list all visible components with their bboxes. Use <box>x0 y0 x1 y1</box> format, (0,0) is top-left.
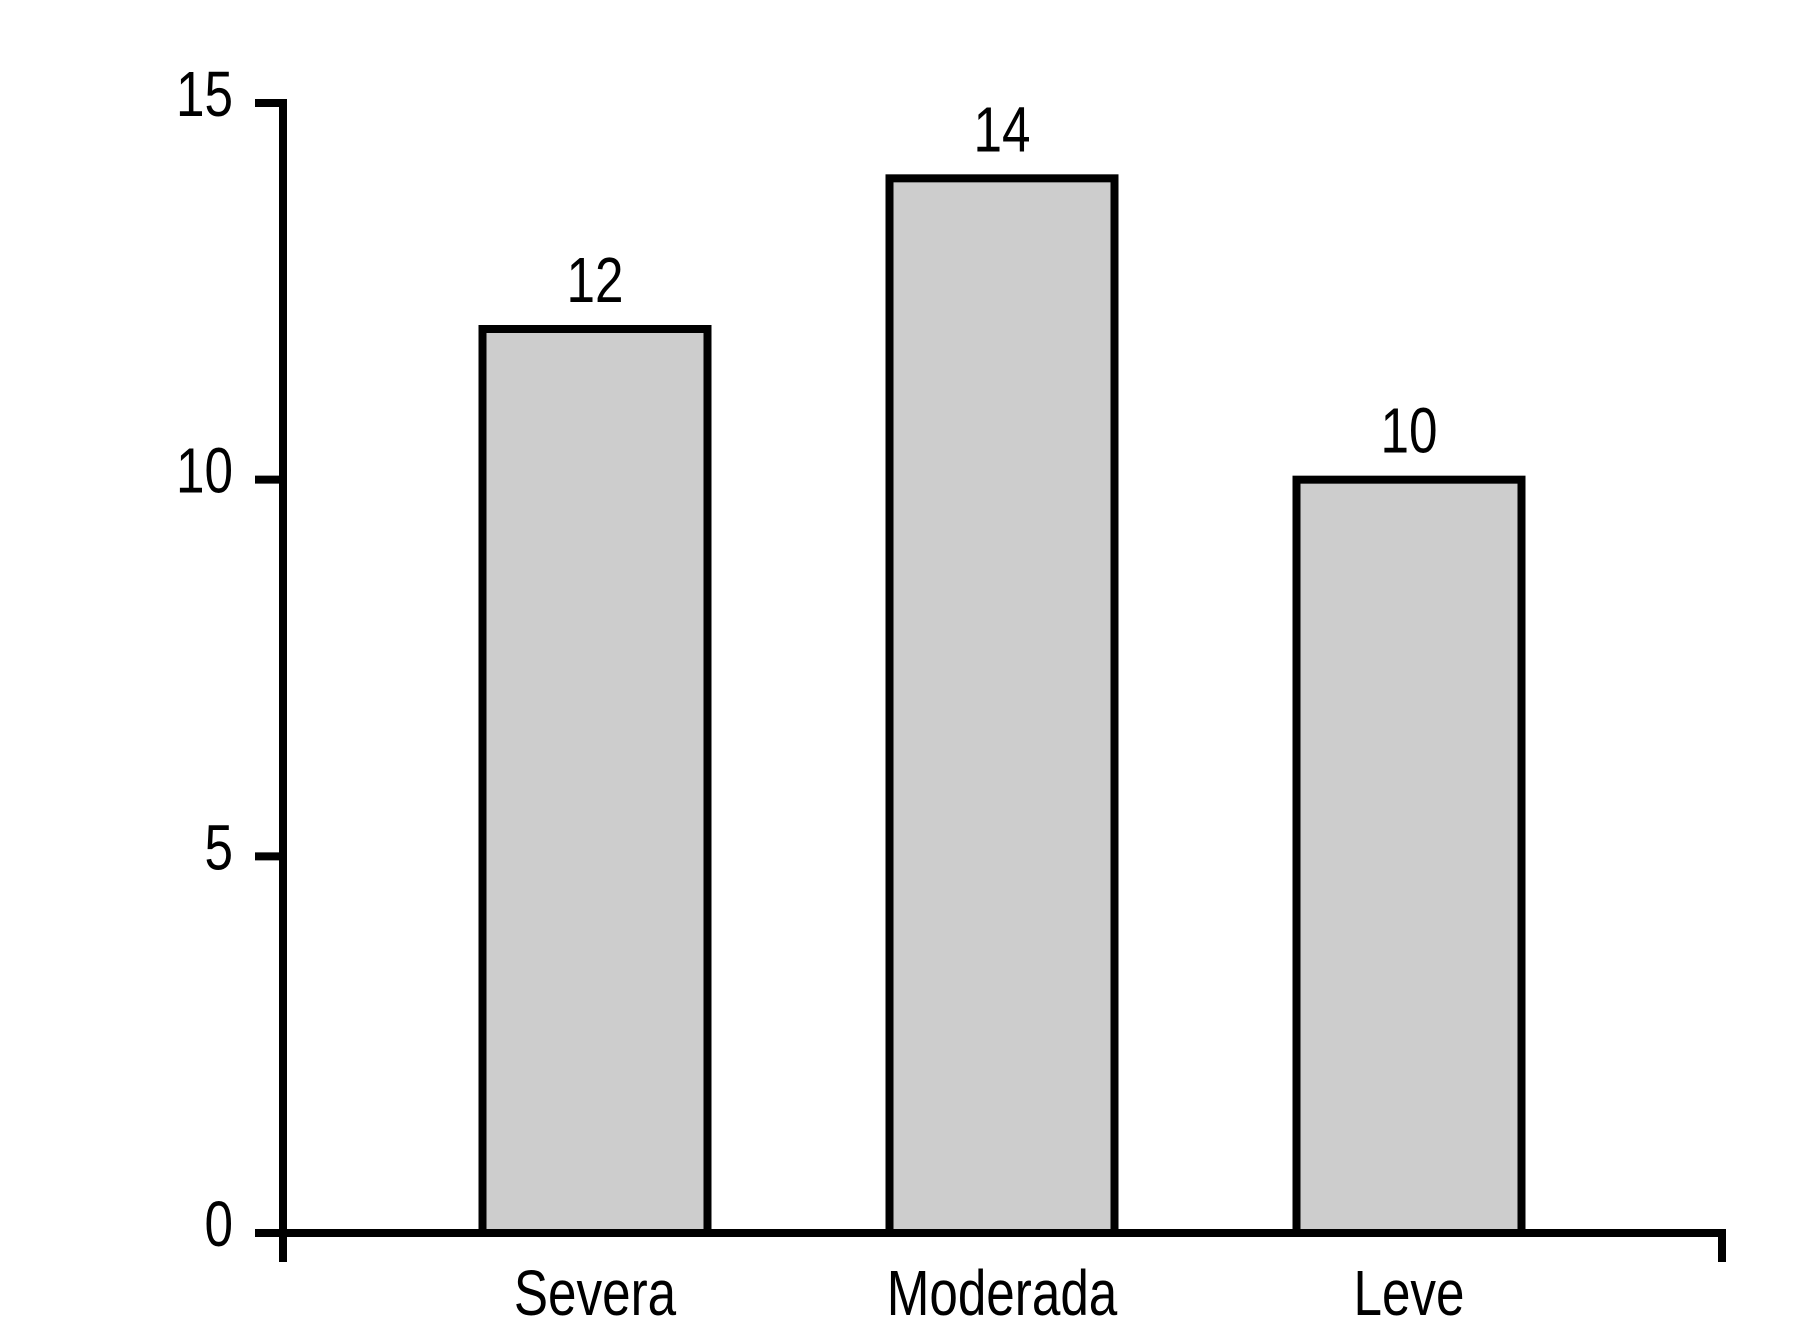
x-axis <box>255 1229 1726 1262</box>
bar-leve <box>1292 475 1526 1237</box>
x-category-label-severa: Severa <box>514 1257 677 1329</box>
x-category-label-moderada: Moderada <box>887 1257 1118 1329</box>
y-axis <box>255 99 287 1262</box>
x-category-label-leve: Leve <box>1354 1257 1465 1329</box>
bar-value-label-leve: 10 <box>1381 395 1438 467</box>
bar-severa <box>478 325 712 1237</box>
y-tick-label-15: 15 <box>176 58 233 130</box>
bar-moderada <box>885 174 1119 1237</box>
bar-value-label-moderada: 14 <box>974 93 1031 165</box>
y-tick-label-0: 0 <box>205 1188 234 1260</box>
bar-value-label-severa: 12 <box>567 244 624 316</box>
y-tick-label-10: 10 <box>176 435 233 507</box>
y-tick-label-5: 5 <box>205 811 234 883</box>
